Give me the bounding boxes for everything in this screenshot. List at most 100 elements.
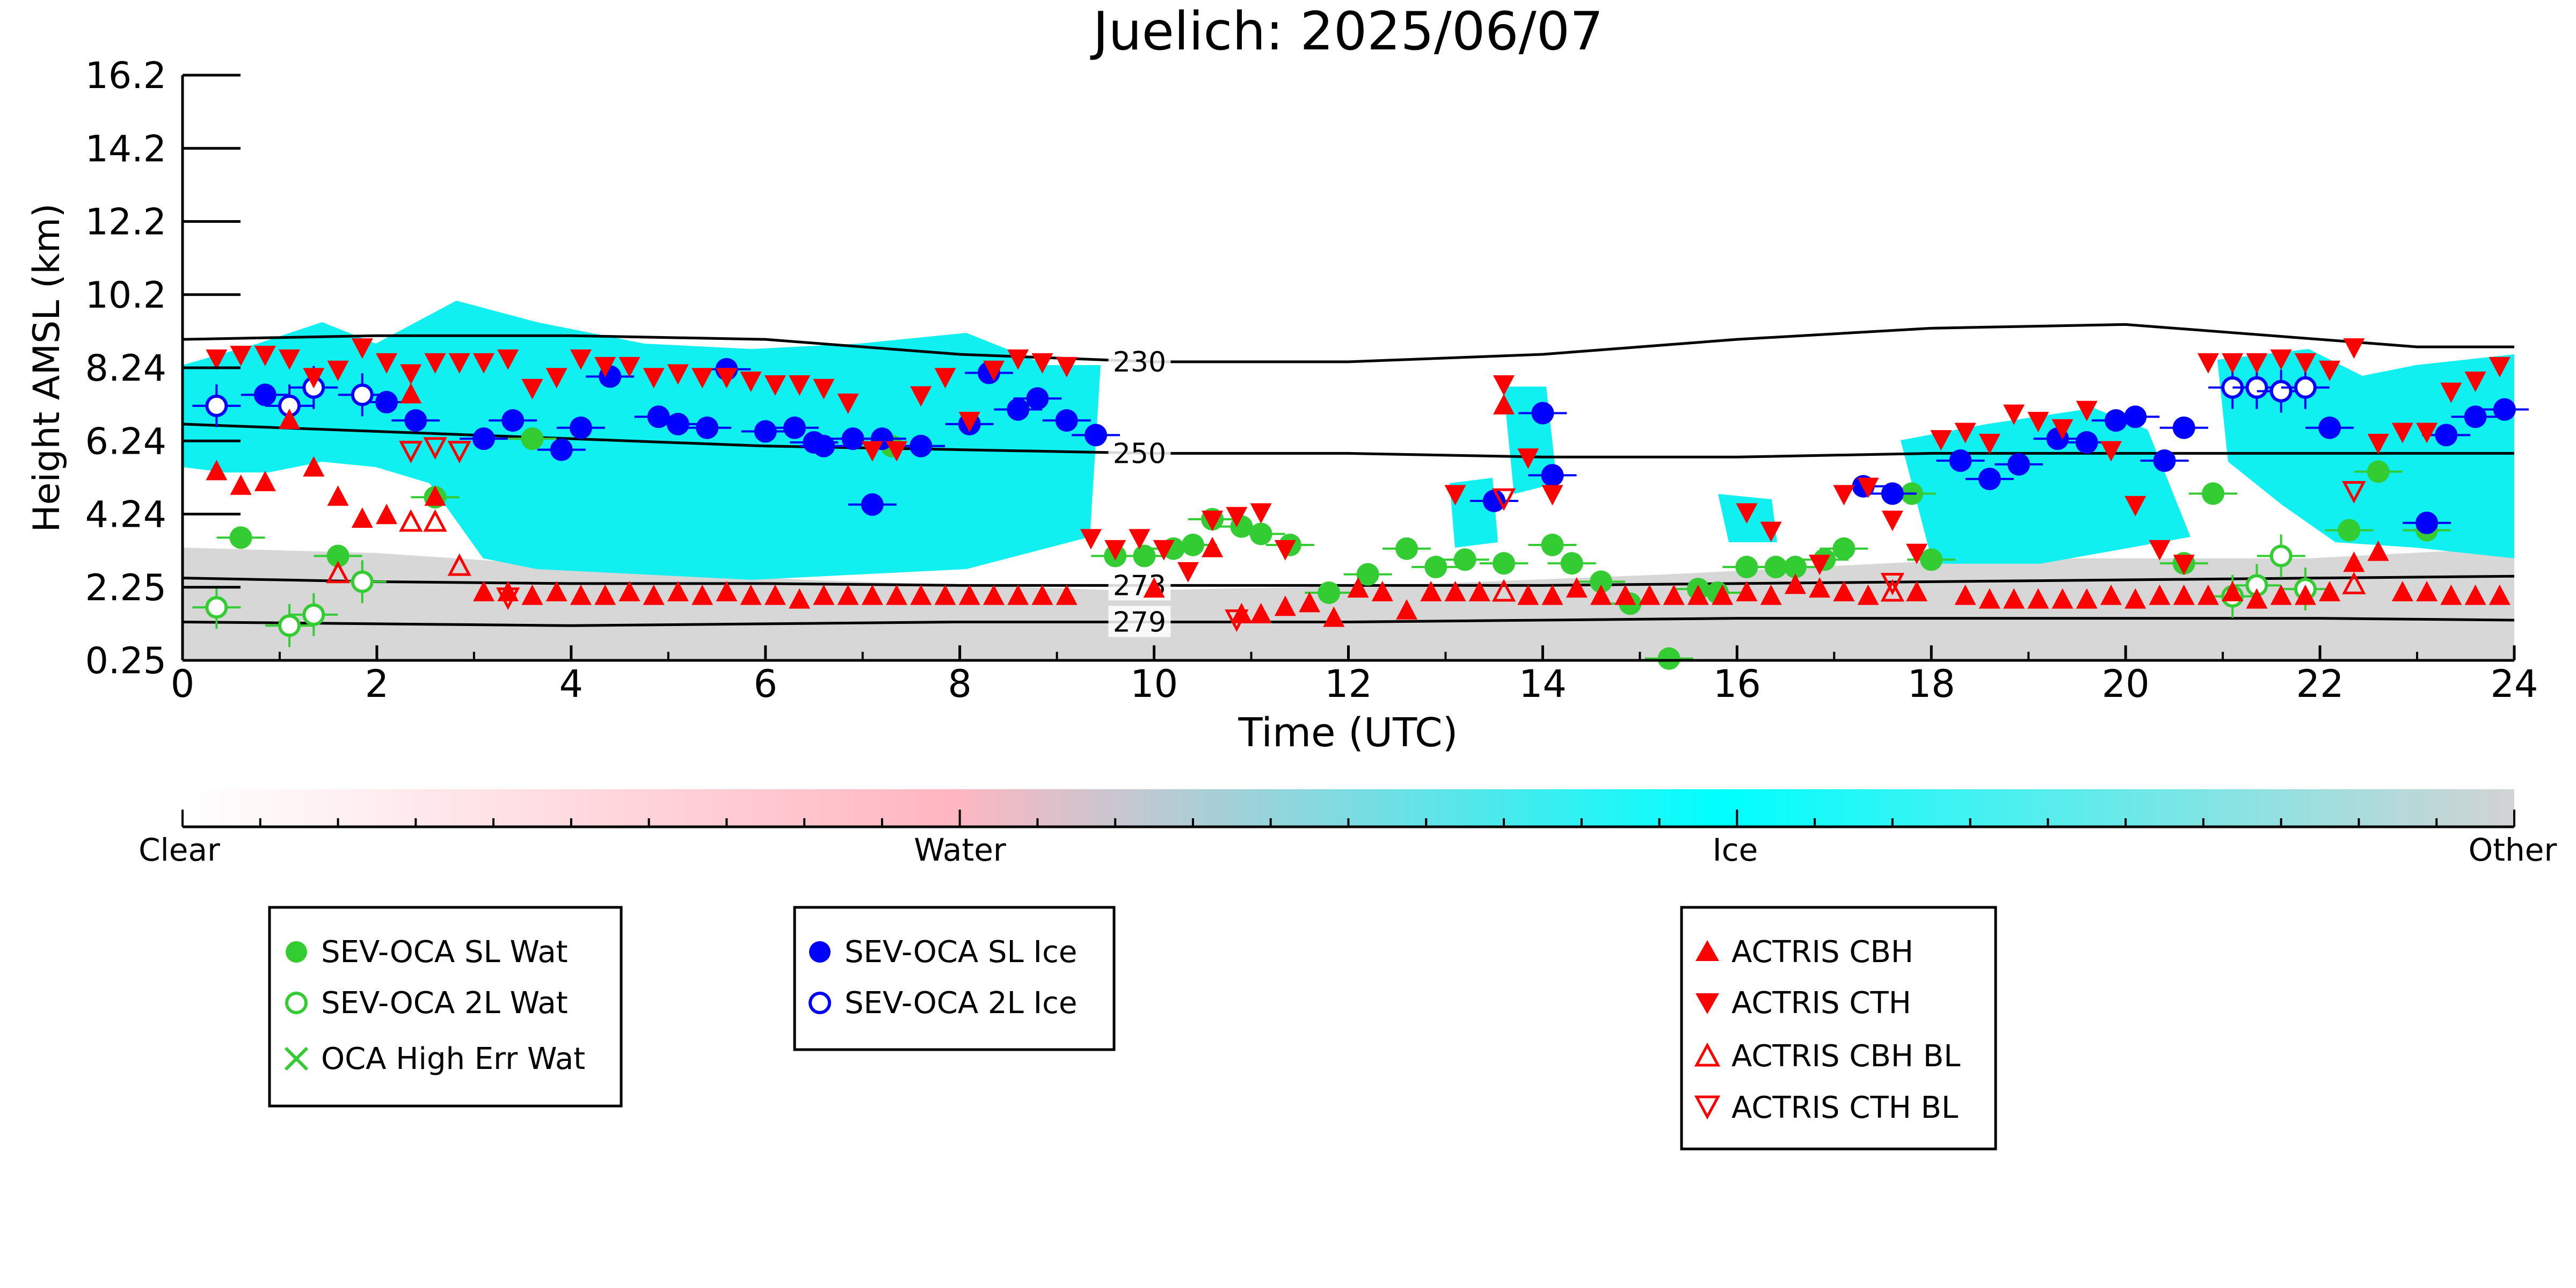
point-actris-cth [424, 353, 446, 374]
point-actris-cbh [1371, 580, 1393, 601]
point-sev-oca-sl-ice [909, 434, 933, 457]
point-actris-cbh [1687, 584, 1709, 605]
point-actris-cth [2294, 353, 2316, 374]
point-sev-oca-sl-wat [2338, 519, 2361, 542]
point-actris-cbh [1833, 580, 1855, 601]
point-actris-cth [1031, 353, 1053, 374]
point-sev-oca-2l-wat [351, 570, 374, 593]
point-sev-oca-sl-wat [1784, 556, 1807, 579]
point-actris-cth [716, 368, 738, 389]
point-actris-cth [1541, 485, 1563, 506]
point-actris-cth [692, 368, 714, 389]
x-tick-label: 6 [753, 662, 777, 706]
point-actris-cth [1978, 433, 2000, 454]
point-actris-cbh [351, 507, 373, 528]
axes: 0 2 4 6 8 10 12 14 16 18 20 22 240.252.254.246.248.2… [85, 55, 2538, 706]
x-tick-label: 20 [2102, 662, 2150, 706]
point-sev-oca-sl-ice [754, 420, 777, 443]
point-actris-cbh [1056, 584, 1078, 605]
point-sev-oca-sl-ice [2435, 424, 2458, 447]
legend-swatch-sl-wat [286, 941, 307, 963]
point-sev-oca-sl-wat [1560, 552, 1583, 575]
point-actris-cth [618, 356, 641, 377]
point-sev-oca-sl-ice [2105, 409, 2128, 432]
colorbar-ticks [181, 810, 2515, 827]
point-sev-oca-sl-ice [812, 434, 835, 457]
x-axis-label: Time (UTC) [1238, 710, 1458, 756]
point-actris-cbh [910, 584, 932, 605]
point-actris-cbh [958, 584, 980, 605]
point-actris-cth [1517, 448, 1539, 469]
point-actris-cbh [1784, 573, 1806, 594]
point-actris-cth [327, 360, 349, 381]
point-sev-oca-sl-ice [666, 412, 689, 435]
point-actris-cbh [424, 485, 446, 506]
point-actris-cbh [934, 584, 956, 605]
point-actris-cbh-bl [399, 509, 423, 532]
point-actris-cth [2440, 382, 2462, 403]
point-actris-cbh [2367, 540, 2389, 561]
point-actris-cth [2222, 353, 2244, 374]
point-actris-cth [1080, 529, 1102, 550]
isotherm-line-230 [182, 323, 2514, 363]
point-actris-cbh [667, 580, 689, 601]
point-actris-cth [303, 368, 325, 389]
point-actris-cth [1226, 507, 1248, 528]
point-actris-cth [1881, 511, 1903, 532]
point-sev-oca-sl-ice [1007, 398, 1030, 421]
point-sev-oca-sl-ice [472, 427, 495, 450]
point-sev-oca-sl-ice [647, 405, 670, 428]
point-sev-oca-2l-wat [302, 603, 325, 626]
point-sev-oca-sl-wat [521, 427, 544, 450]
legend-swatch-cbh [1695, 940, 1719, 961]
point-sev-oca-sl-wat [1424, 556, 1447, 579]
isotherm-label-bg [1108, 437, 1171, 469]
point-actris-cth [351, 338, 373, 359]
point-actris-cbh [545, 580, 567, 601]
point-actris-cth [643, 368, 665, 389]
point-sev-oca-sl-wat [1920, 548, 1943, 571]
point-sev-oca-sl-wat [1181, 534, 1204, 557]
point-actris-cbh [2124, 588, 2146, 609]
point-sev-oca-sl-ice [2493, 398, 2516, 421]
point-sev-oca-sl-ice [2007, 453, 2031, 476]
point-actris-cth [1833, 485, 1855, 506]
point-actris-cbh [594, 584, 616, 605]
point-actris-cbh [1468, 580, 1490, 601]
point-actris-cbh [1274, 595, 1296, 616]
point-actris-cbh [2319, 580, 2341, 601]
isotherm-label-279: 279 [1113, 606, 1166, 638]
point-actris-cth [279, 349, 301, 370]
point-actris-cth [2173, 555, 2195, 576]
point-actris-cbh [1007, 584, 1029, 605]
point-actris-cth-bl [2342, 481, 2366, 504]
point-actris-cth [1493, 375, 1515, 396]
point-sev-oca-sl-ice [783, 416, 806, 439]
point-actris-cbh-bl [1880, 579, 1905, 602]
point-actris-cbh [2246, 588, 2268, 609]
point-actris-cth-bl [447, 441, 471, 463]
point-sev-oca-sl-ice [2075, 431, 2098, 454]
point-sev-oca-sl-ice [861, 493, 884, 516]
y-tick-label: 4.24 [85, 494, 166, 536]
point-actris-cth [1906, 543, 1928, 564]
point-actris-cbh [1954, 584, 1976, 605]
colorbar-label-ice: Ice [1713, 832, 1758, 868]
point-actris-cbh [279, 409, 301, 430]
point-actris-cth [813, 379, 835, 399]
point-actris-cth [740, 372, 762, 392]
point-sev-oca-sl-ice [375, 391, 398, 414]
point-actris-cth [570, 349, 592, 370]
point-sev-oca-sl-ice [1541, 464, 1564, 487]
point-actris-cth [1177, 562, 1199, 583]
legend-label-cth-bl: ACTRIS CTH BL [1731, 1090, 1958, 1125]
point-actris-cth [206, 349, 228, 370]
point-actris-cth [1760, 521, 1782, 542]
point-actris-cbh [1347, 577, 1369, 598]
point-actris-cth [2149, 540, 2171, 561]
point-actris-cbh [1712, 584, 1734, 605]
point-actris-cth-bl [399, 441, 423, 463]
point-actris-cbh-bl [2342, 571, 2366, 594]
point-sev-oca-sl-ice [2318, 416, 2341, 439]
point-actris-cbh [861, 584, 883, 605]
